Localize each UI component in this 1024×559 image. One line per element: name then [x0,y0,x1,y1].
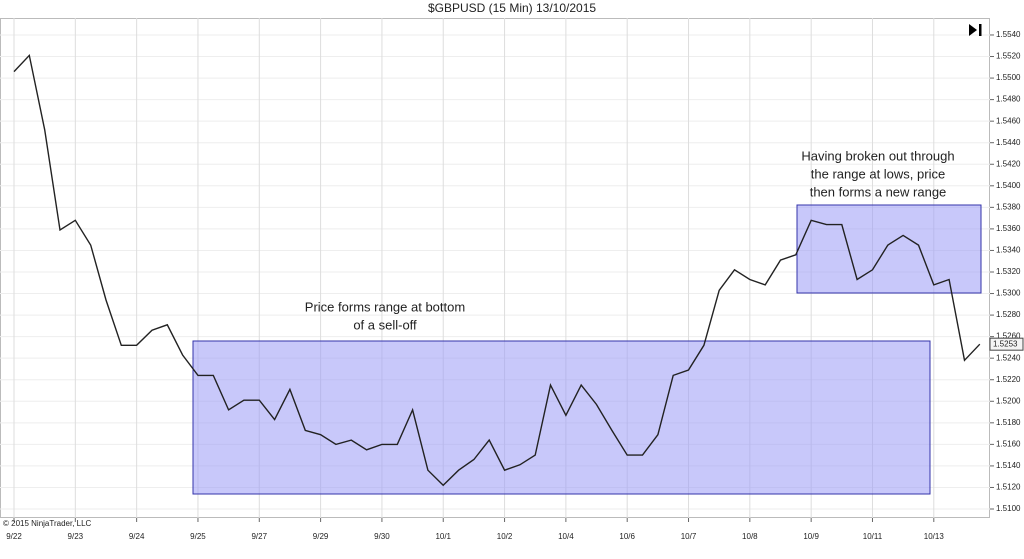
price-line [13,53,981,487]
range-box [192,340,931,495]
x-tick-label: 10/7 [681,532,697,541]
x-tick-label: 10/4 [558,532,574,541]
y-tick-label: 1.5260 [996,332,1021,341]
x-tick-label: 9/23 [68,532,84,541]
y-tick-label: 1.5200 [996,396,1021,405]
y-tick-label: 1.5220 [996,375,1021,384]
chart-title: $GBPUSD (15 Min) 13/10/2015 [428,1,596,15]
y-tick-label: 1.5300 [996,289,1021,298]
y-tick-label: 1.5120 [996,483,1021,492]
x-tick-label: 10/6 [619,532,635,541]
y-tick-label: 1.5520 [996,52,1021,61]
annotation: the range at lows, price [811,166,945,181]
y-tick-label: 1.5360 [996,224,1021,233]
y-tick-label: 1.5420 [996,159,1021,168]
y-tick-label: 1.5180 [996,418,1021,427]
x-tick-label: 9/22 [6,532,22,541]
last-price-box [989,337,1024,351]
y-tick-label: 1.5480 [996,95,1021,104]
y-tick-label: 1.5540 [996,30,1021,39]
annotation: of a sell-off [353,317,417,332]
y-tick-label: 1.5460 [996,116,1021,125]
plot [13,53,981,487]
y-tick-label: 1.5380 [996,202,1021,211]
x-tick-label: 9/30 [374,532,390,541]
x-tick-label: 9/29 [313,532,329,541]
annotation: then forms a new range [810,184,947,199]
y-tick-label: 1.5400 [996,181,1021,190]
x-tick-label: 9/25 [190,532,206,541]
y-tick-label: 1.5280 [996,310,1021,319]
y-tick-label: 1.5320 [996,267,1021,276]
y-tick-label: 1.5100 [996,504,1021,513]
scroll-end-button[interactable] [969,24,982,36]
y-tick-label: 1.5440 [996,138,1021,147]
annotation: Price forms range at bottom [305,299,465,314]
x-tick-label: 10/8 [742,532,758,541]
y-tick-label: 1.5240 [996,353,1021,362]
x-tick-label: 10/11 [863,532,883,541]
range-box [796,204,982,294]
x-tick-label: 10/13 [924,532,945,541]
copyright: © 2015 NinjaTrader, LLC [3,519,92,528]
plot-frame [0,18,990,518]
x-tick-label: 10/9 [803,532,819,541]
x-tick-label: 9/24 [129,532,145,541]
last-price-label: 1.5253 [993,339,1018,348]
annotation: Having broken out through [801,148,954,163]
x-tick-label: 9/27 [251,532,267,541]
x-tick-label: 10/1 [435,532,451,541]
y-tick-label: 1.5160 [996,439,1021,448]
y-tick-label: 1.5140 [996,461,1021,470]
y-tick-label: 1.5340 [996,246,1021,255]
y-tick-label: 1.5500 [996,73,1021,82]
x-tick-label: 10/2 [497,532,513,541]
